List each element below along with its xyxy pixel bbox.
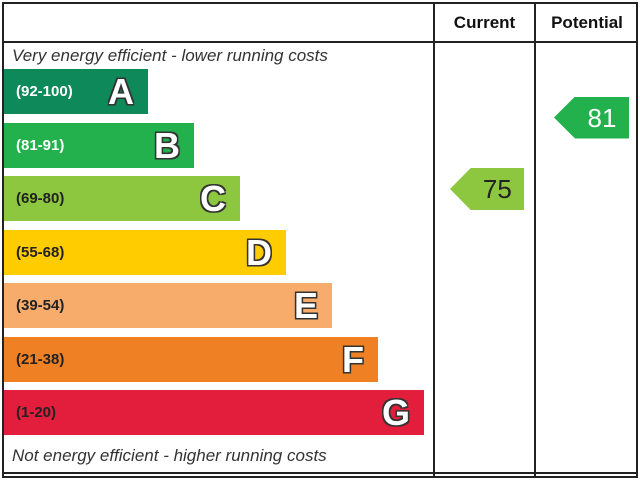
header-divider — [2, 41, 638, 43]
band-a: (92-100) A — [4, 69, 148, 114]
potential-rating-value: 81 — [587, 102, 617, 133]
band-b-range: (81-91) — [16, 136, 65, 154]
potential-rating-arrow: 81 — [554, 96, 629, 139]
band-e-range: (39-54) — [16, 297, 65, 314]
band-f-letter: F — [342, 338, 364, 380]
band-c: (69-80) C — [4, 176, 240, 221]
footer-divider — [2, 472, 638, 474]
bottom-caption: Not energy efficient - higher running co… — [12, 446, 327, 465]
current-rating-arrow: 75 — [450, 168, 524, 210]
band-d: (55-68) D — [4, 229, 286, 275]
band-d-range: (55-68) — [16, 243, 65, 261]
top-caption: Very energy efficient - lower running co… — [12, 46, 328, 65]
current-column-divider — [433, 2, 435, 478]
band-a-range: (92-100) — [16, 83, 73, 100]
current-column-header: Current — [453, 13, 516, 32]
band-g-letter: G — [381, 392, 410, 433]
band-e: (39-54) E — [4, 283, 332, 328]
band-f: (21-38) F — [4, 336, 378, 382]
band-g: (1-20) G — [4, 390, 424, 435]
band-b: (81-91) B — [4, 122, 194, 168]
band-d-letter: D — [246, 231, 272, 273]
potential-column-header: Potential — [551, 13, 623, 32]
band-c-range: (69-80) — [16, 190, 65, 207]
band-c-letter: C — [200, 178, 226, 219]
band-a-letter: A — [108, 71, 134, 112]
band-b-letter: B — [154, 124, 180, 166]
band-f-range: (21-38) — [16, 350, 65, 368]
band-g-range: (1-20) — [16, 404, 57, 421]
band-e-letter: E — [293, 285, 318, 326]
current-rating-value: 75 — [482, 174, 512, 204]
potential-column-divider — [534, 2, 536, 478]
